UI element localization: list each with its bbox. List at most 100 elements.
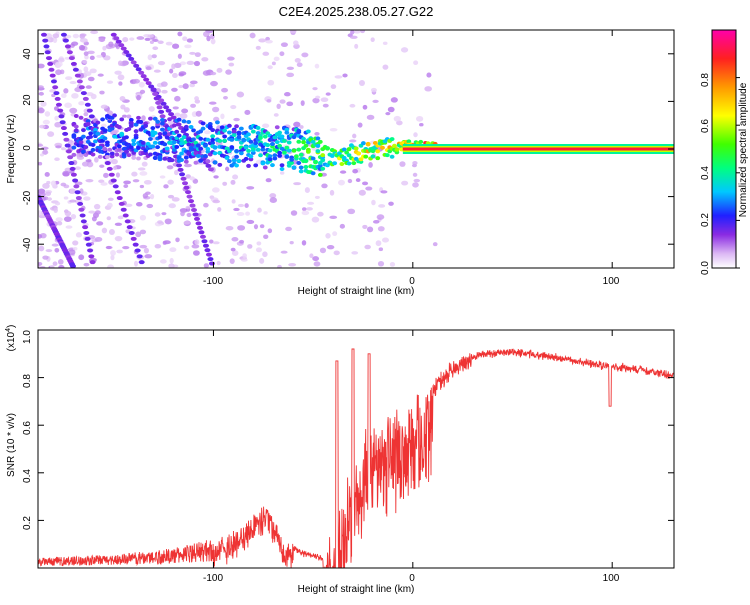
spectrogram-streak-cell	[77, 201, 84, 206]
spectrogram-noise-cell	[233, 117, 240, 122]
spectrogram-signal-cell	[200, 126, 206, 131]
spectrogram-noise-cell	[139, 89, 146, 94]
spectrogram-signal-cell	[286, 148, 292, 153]
spectrogram-signal-cell	[301, 136, 306, 141]
spectrogram-noise-cell	[231, 199, 236, 204]
spectrogram-streak-cell	[118, 43, 125, 48]
colorbar-gradient	[711, 29, 737, 269]
spectrogram-noise-cell	[172, 43, 180, 49]
spectrogram-streak-cell	[113, 36, 120, 41]
spectrogram-noise-cell	[192, 250, 200, 256]
spectrogram-noise-cell	[210, 38, 216, 45]
spectrogram-noise-cell	[78, 254, 85, 261]
spectrogram-signal-cell	[360, 141, 366, 146]
spectrogram-noise-cell	[412, 182, 419, 188]
spectrogram-signal-cell	[272, 135, 278, 140]
spectrogram-streak-cell	[58, 114, 65, 119]
spectrogram-signal-cell	[176, 133, 182, 138]
spectrogram-signal-cell	[171, 140, 177, 145]
spectrogram-signal-cell	[274, 125, 280, 130]
spectrogram-noise-cell	[329, 128, 338, 132]
spectrogram-streak-cell	[207, 167, 214, 172]
spectrogram-noise-cell	[222, 181, 228, 186]
spectrogram-noise-cell	[85, 92, 94, 97]
spectrogram-signal-cell	[128, 120, 134, 125]
spectrogram-noise-cell	[83, 262, 90, 267]
spectrogram-signal-cell	[260, 161, 266, 166]
spectrogram-signal-cell	[73, 124, 79, 129]
spectrogram-noise-cell	[38, 63, 45, 69]
spectrogram-noise-cell	[174, 95, 181, 102]
spectrogram-signal-cell	[152, 140, 158, 145]
spectrogram-signal-cell	[234, 124, 239, 129]
spectrogram-streak-cell	[68, 161, 75, 166]
spectrogram-noise-cell	[208, 101, 217, 105]
spectrogram-streak-cell	[65, 149, 72, 154]
spectrogram-streak-cell	[120, 46, 127, 51]
spectrogram-noise-cell	[283, 92, 291, 97]
spectrogram-noise-cell	[174, 112, 181, 117]
spectrogram-signal-cell	[193, 160, 199, 165]
spectrogram-signal-cell	[191, 137, 196, 142]
spectrogram-streak-cell	[110, 32, 117, 37]
spectrogram-noise-cell	[183, 220, 191, 225]
spectrogram-noise-cell	[193, 60, 201, 67]
spectrogram-noise-cell	[49, 265, 55, 268]
snr-x-tick-label: -100	[203, 573, 223, 584]
spectrogram-noise-cell	[42, 255, 49, 260]
spectrogram-noise-cell	[339, 170, 347, 174]
spectrogram-streak-cell	[64, 44, 71, 49]
spectrogram-x-tick-label: -100	[203, 276, 223, 287]
spectrogram-streak-cell	[205, 163, 212, 168]
spectrogram-noise-cell	[396, 120, 403, 126]
spectrogram-noise-cell	[106, 80, 114, 84]
spectrogram-noise-cell	[47, 131, 55, 137]
spectrogram-noise-cell	[65, 76, 73, 81]
spectrogram-noise-cell	[294, 58, 301, 63]
spectrogram-noise-cell	[330, 84, 337, 90]
spectrogram-noise-cell	[115, 172, 120, 178]
spectrogram-streak-cell	[189, 203, 196, 208]
spectrogram-streak-cell	[85, 242, 92, 247]
spectrogram-noise-cell	[265, 39, 273, 44]
spectrogram-noise-cell	[166, 165, 174, 170]
spectrogram-noise-cell	[351, 251, 359, 255]
spectrogram-noise-cell	[211, 187, 220, 193]
spectrogram-streak-cell	[183, 185, 190, 190]
spectrogram-signal-cell	[320, 158, 326, 163]
spectrogram-signal-cell	[265, 143, 271, 148]
spectrogram-noise-cell	[249, 32, 256, 39]
spectrogram-signal-cell	[325, 146, 330, 151]
spectrogram-noise-cell	[432, 242, 438, 247]
spectrogram-streak-cell	[138, 260, 145, 265]
spectrogram-signal-cell	[162, 156, 168, 161]
spectrogram-noise-cell	[153, 69, 161, 73]
spectrogram-streak-cell	[43, 44, 50, 49]
spectrogram-noise-cell	[338, 179, 345, 186]
spectrogram-signal-cell	[317, 172, 323, 177]
spectrogram-noise-cell	[123, 107, 130, 113]
spectrogram-streak-cell	[62, 38, 69, 43]
spectrogram-noise-cell	[289, 30, 297, 34]
spectrogram-noise-cell	[244, 109, 251, 115]
spectrogram-signal-cell	[212, 160, 218, 165]
spectrogram-noise-cell	[267, 228, 273, 234]
spectrogram-noise-cell	[100, 123, 107, 128]
spectrogram-signal-cell	[380, 145, 385, 150]
spectrogram-y-tick-label: -20	[22, 190, 33, 205]
spectrogram-noise-cell	[362, 224, 368, 229]
spectrogram-noise-cell	[247, 244, 253, 249]
spectrogram-noise-cell	[279, 51, 285, 57]
spectrogram-noise-cell	[424, 86, 432, 92]
spectrogram-noise-cell	[255, 45, 261, 50]
spectrogram-noise-cell	[228, 62, 235, 67]
spectrogram-noise-cell	[89, 55, 95, 61]
spectrogram-signal-cell	[339, 161, 345, 166]
spectrogram-noise-cell	[149, 40, 154, 44]
spectrogram-signal-cell	[406, 139, 412, 144]
spectrogram-noise-cell	[159, 175, 166, 179]
spectrogram-noise-cell	[135, 201, 143, 207]
spectrogram-signal-cell	[279, 134, 285, 139]
spectrogram-noise-cell	[185, 205, 191, 210]
spectrogram-signal-cell	[150, 126, 156, 131]
